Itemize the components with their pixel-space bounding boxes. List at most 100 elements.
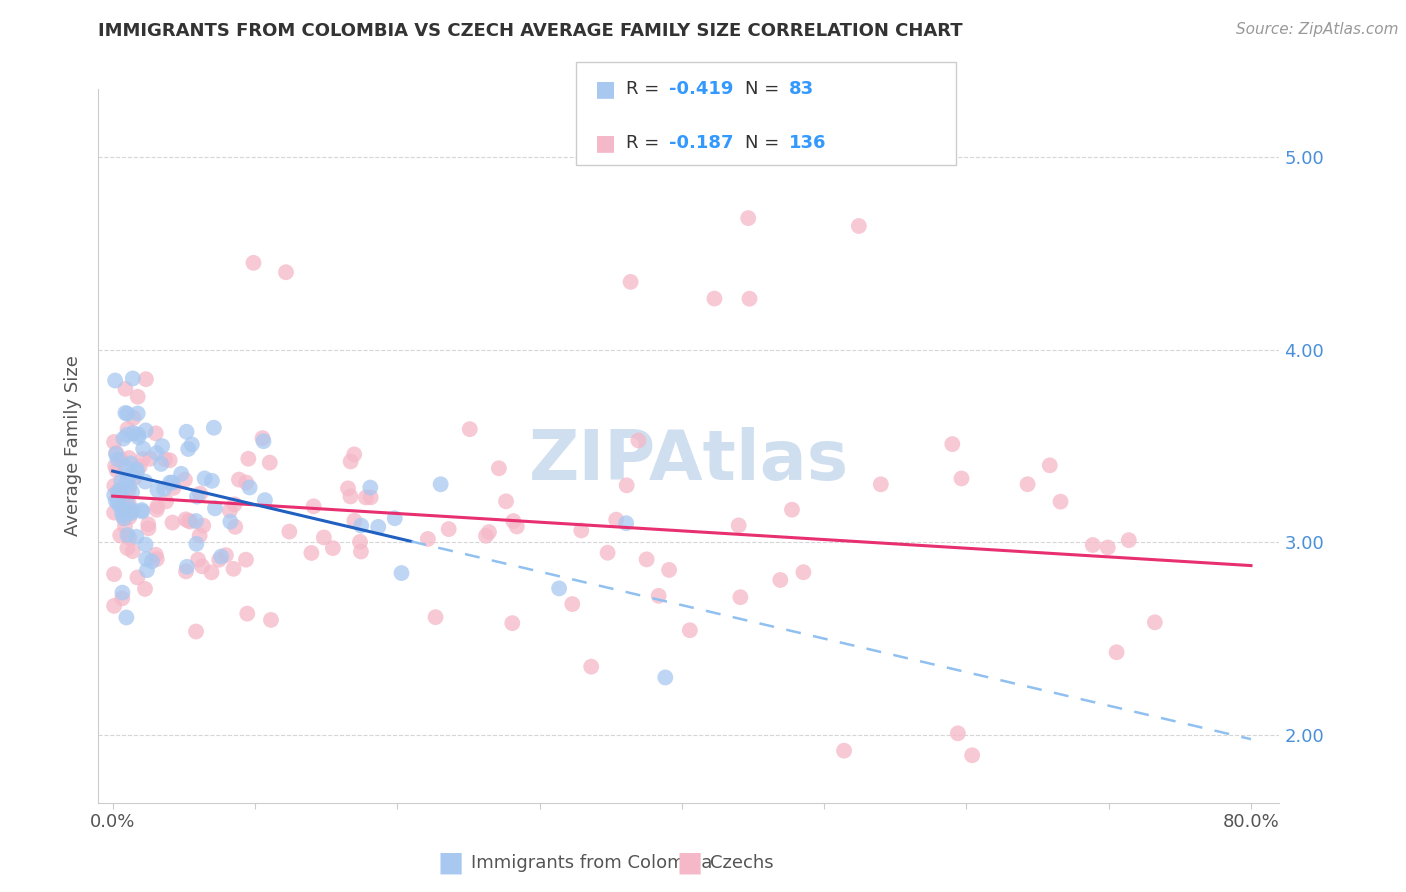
- Point: [832, 744, 855, 758]
- Point: [792, 565, 814, 579]
- Point: [125, 462, 148, 476]
- Point: [111, 506, 134, 520]
- Point: [302, 500, 325, 514]
- Point: [114, 519, 136, 533]
- Point: [134, 475, 156, 489]
- Point: [194, 471, 217, 485]
- Point: [350, 544, 373, 558]
- Point: [117, 486, 139, 500]
- Text: -0.419: -0.419: [669, 80, 734, 98]
- Point: [312, 531, 335, 545]
- Point: [219, 503, 242, 517]
- Point: [222, 562, 245, 576]
- Point: [437, 522, 460, 536]
- Point: [136, 563, 159, 577]
- Point: [1097, 541, 1119, 555]
- Point: [174, 512, 197, 526]
- Point: [112, 511, 135, 525]
- Point: [118, 482, 141, 496]
- Point: [679, 624, 702, 638]
- Y-axis label: Average Family Size: Average Family Size: [65, 356, 83, 536]
- Point: [350, 518, 373, 533]
- Point: [104, 458, 127, 473]
- Point: [343, 447, 366, 461]
- Point: [343, 514, 366, 528]
- Point: [115, 496, 138, 510]
- Point: [236, 607, 259, 621]
- Point: [349, 535, 371, 549]
- Point: [1143, 615, 1166, 630]
- Point: [738, 292, 761, 306]
- Point: [162, 481, 184, 495]
- Point: [121, 544, 143, 558]
- Point: [391, 566, 413, 580]
- Point: [105, 463, 128, 477]
- Point: [416, 532, 439, 546]
- Point: [235, 552, 257, 566]
- Point: [339, 490, 361, 504]
- Point: [579, 659, 602, 673]
- Point: [146, 500, 169, 514]
- Point: [730, 591, 752, 605]
- Text: ZIPAtlas: ZIPAtlas: [529, 426, 849, 494]
- Point: [703, 292, 725, 306]
- Point: [138, 521, 160, 535]
- Point: [950, 471, 973, 485]
- Point: [132, 452, 155, 467]
- Text: 83: 83: [789, 80, 814, 98]
- Point: [125, 466, 148, 480]
- Point: [177, 442, 200, 456]
- Point: [135, 372, 157, 386]
- Point: [605, 513, 627, 527]
- Text: N =: N =: [745, 134, 785, 152]
- Point: [139, 451, 162, 466]
- Point: [118, 478, 141, 492]
- Point: [186, 537, 208, 551]
- Point: [186, 490, 208, 504]
- Point: [104, 447, 127, 461]
- Point: [122, 410, 145, 425]
- Point: [112, 502, 135, 516]
- Point: [103, 488, 125, 502]
- Point: [146, 552, 169, 566]
- Point: [135, 424, 157, 438]
- Point: [120, 505, 142, 519]
- Point: [478, 524, 501, 539]
- Point: [219, 515, 242, 529]
- Point: [242, 256, 264, 270]
- Text: IMMIGRANTS FROM COLOMBIA VS CZECH AVERAGE FAMILY SIZE CORRELATION CHART: IMMIGRANTS FROM COLOMBIA VS CZECH AVERAG…: [98, 22, 963, 40]
- Point: [647, 589, 669, 603]
- Point: [115, 474, 138, 488]
- Point: [188, 528, 211, 542]
- Point: [150, 439, 173, 453]
- Point: [103, 479, 125, 493]
- Point: [252, 431, 274, 445]
- Point: [122, 425, 145, 440]
- Point: [1049, 494, 1071, 508]
- Point: [112, 493, 135, 508]
- Point: [111, 591, 134, 606]
- Point: [1039, 458, 1062, 473]
- Text: Source: ZipAtlas.com: Source: ZipAtlas.com: [1236, 22, 1399, 37]
- Point: [235, 475, 257, 490]
- Point: [502, 514, 524, 528]
- Point: [176, 559, 198, 574]
- Point: [596, 546, 619, 560]
- Point: [354, 491, 377, 505]
- Point: [111, 498, 134, 512]
- Point: [120, 456, 142, 470]
- Point: [127, 427, 149, 442]
- Point: [228, 473, 250, 487]
- Point: [117, 422, 139, 436]
- Point: [946, 726, 969, 740]
- Point: [960, 748, 983, 763]
- Point: [110, 487, 132, 501]
- Point: [103, 434, 125, 449]
- Point: [120, 467, 142, 482]
- Point: [769, 573, 792, 587]
- Point: [620, 275, 643, 289]
- Point: [124, 470, 146, 484]
- Point: [184, 624, 207, 639]
- Point: [224, 497, 246, 511]
- Point: [174, 473, 197, 487]
